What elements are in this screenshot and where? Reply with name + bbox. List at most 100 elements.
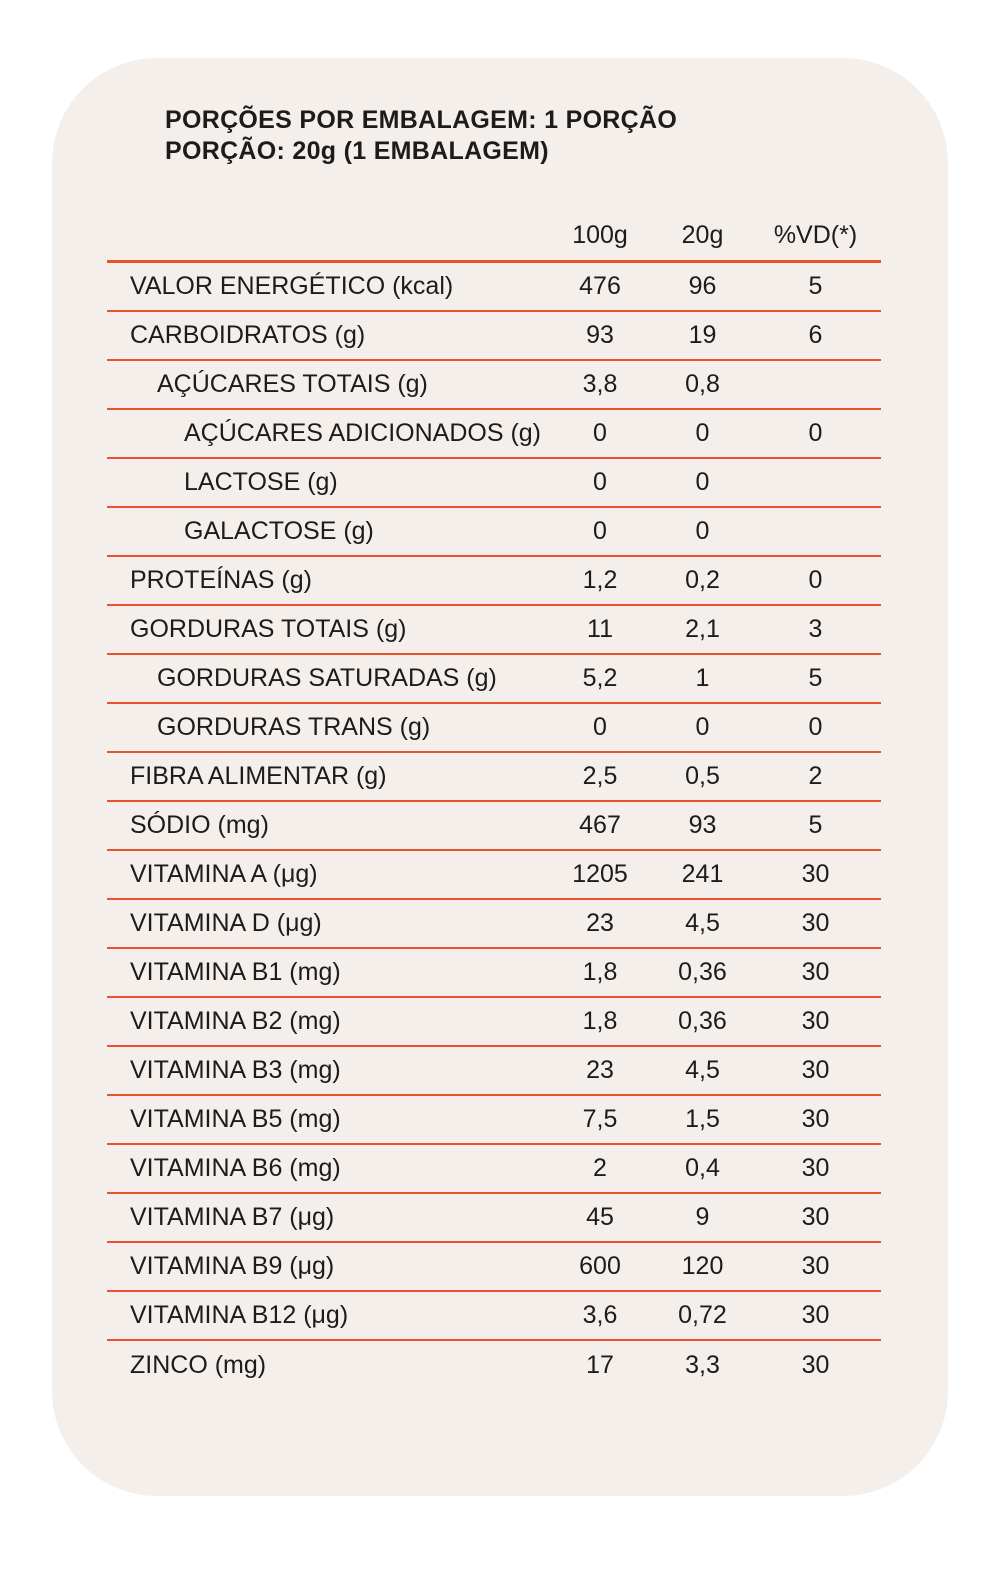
table-row: VITAMINA B6 (mg) 2 0,4 30 <box>107 1145 881 1194</box>
table-row: FIBRA ALIMENTAR (g) 2,5 0,5 2 <box>107 753 881 802</box>
value-per-20g: 2,1 <box>685 615 720 643</box>
nutrient-label: PROTEÍNAS (g) <box>130 566 312 594</box>
value-per-20g: 0,8 <box>685 370 720 398</box>
table-row: GORDURAS TRANS (g) 0 0 0 <box>107 704 881 753</box>
value-percent-dv: 30 <box>801 1351 830 1379</box>
nutrient-label: VITAMINA B12 (μg) <box>130 1301 349 1329</box>
nutrient-label: GALACTOSE (g) <box>184 517 374 545</box>
value-per-20g: 241 <box>681 860 724 888</box>
value-per-20g: 120 <box>681 1252 724 1280</box>
value-per-20g: 19 <box>688 321 717 349</box>
table-row: VALOR ENERGÉTICO (kcal) 476 96 5 <box>107 263 881 312</box>
nutrient-label: VITAMINA B2 (mg) <box>130 1007 341 1035</box>
value-per-100g: 600 <box>579 1252 621 1280</box>
column-header-100g: 100g <box>572 220 628 249</box>
value-percent-dv: 30 <box>801 958 830 986</box>
nutrient-label: VITAMINA B5 (mg) <box>130 1105 341 1133</box>
table-row: ZINCO (mg) 17 3,3 30 <box>107 1341 881 1390</box>
value-per-20g: 0 <box>695 517 710 545</box>
value-per-100g: 23 <box>586 909 614 937</box>
value-per-100g: 0 <box>593 468 607 496</box>
table-row: VITAMINA D (μg) 23 4,5 30 <box>107 900 881 949</box>
table-row: VITAMINA A (μg) 1205 241 30 <box>107 851 881 900</box>
value-percent-dv: 30 <box>801 1154 830 1182</box>
value-per-100g: 0 <box>593 517 607 545</box>
value-percent-dv: 2 <box>808 762 823 790</box>
nutrient-label: AÇÚCARES TOTAIS (g) <box>157 370 428 398</box>
value-per-20g: 0,36 <box>678 958 727 986</box>
value-per-100g: 93 <box>586 321 614 349</box>
value-per-20g: 0 <box>695 713 710 741</box>
value-per-100g: 11 <box>587 615 613 643</box>
value-percent-dv: 5 <box>808 664 823 692</box>
value-per-20g: 9 <box>695 1203 710 1231</box>
value-per-100g: 2,5 <box>582 762 618 790</box>
serving-info: PORÇÕES POR EMBALAGEM: 1 PORÇÃO PORÇÃO: … <box>165 105 677 167</box>
nutrient-label: FIBRA ALIMENTAR (g) <box>130 762 387 790</box>
table-row: PROTEÍNAS (g) 1,2 0,2 0 <box>107 557 881 606</box>
value-per-100g: 1,8 <box>582 1007 618 1035</box>
nutrient-label: SÓDIO (mg) <box>130 811 269 839</box>
nutrition-card: PORÇÕES POR EMBALAGEM: 1 PORÇÃO PORÇÃO: … <box>52 58 948 1496</box>
value-per-20g: 3,3 <box>685 1351 720 1379</box>
value-percent-dv: 30 <box>801 860 830 888</box>
nutrition-table: 100g 20g %VD(*) VALOR ENERGÉTICO (kcal) … <box>107 210 881 1390</box>
table-row: VITAMINA B2 (mg) 1,8 0,36 30 <box>107 998 881 1047</box>
table-header-row: 100g 20g %VD(*) <box>107 210 881 263</box>
table-row: VITAMINA B1 (mg) 1,8 0,36 30 <box>107 949 881 998</box>
value-per-100g: 7,5 <box>582 1105 618 1133</box>
value-per-20g: 0 <box>695 419 710 447</box>
value-per-20g: 4,5 <box>685 909 720 937</box>
value-per-100g: 2 <box>593 1154 607 1182</box>
nutrient-label: LACTOSE (g) <box>184 468 338 496</box>
value-per-100g: 1,2 <box>582 566 618 594</box>
value-per-100g: 476 <box>579 272 621 300</box>
column-header-vd: %VD(*) <box>773 220 858 249</box>
nutrient-label: GORDURAS TRANS (g) <box>157 713 431 741</box>
table-row: LACTOSE (g) 0 0 <box>107 459 881 508</box>
value-per-20g: 0,2 <box>685 566 720 594</box>
table-row: VITAMINA B7 (μg) 45 9 30 <box>107 1194 881 1243</box>
value-percent-dv: 30 <box>801 1105 830 1133</box>
table-row: VITAMINA B12 (μg) 3,6 0,72 30 <box>107 1292 881 1341</box>
value-percent-dv: 30 <box>801 1056 830 1084</box>
value-per-100g: 467 <box>579 811 621 839</box>
value-percent-dv: 0 <box>808 419 823 447</box>
value-percent-dv: 30 <box>801 1203 830 1231</box>
table-row: CARBOIDRATOS (g) 93 19 6 <box>107 312 881 361</box>
table-row: AÇÚCARES TOTAIS (g) 3,8 0,8 <box>107 361 881 410</box>
nutrient-label: VITAMINA B7 (μg) <box>130 1203 335 1231</box>
value-percent-dv: 0 <box>808 713 823 741</box>
value-per-20g: 0 <box>695 468 710 496</box>
table-row: GORDURAS TOTAIS (g) 11 2,1 3 <box>107 606 881 655</box>
value-percent-dv: 5 <box>808 811 823 839</box>
value-per-20g: 93 <box>688 811 717 839</box>
value-per-100g: 3,8 <box>582 370 618 398</box>
value-per-100g: 0 <box>593 713 607 741</box>
table-row: VITAMINA B3 (mg) 23 4,5 30 <box>107 1047 881 1096</box>
column-header-20g: 20g <box>681 220 724 249</box>
value-per-100g: 45 <box>586 1203 614 1231</box>
value-percent-dv: 0 <box>808 566 823 594</box>
value-percent-dv: 6 <box>808 321 823 349</box>
value-percent-dv: 30 <box>801 909 830 937</box>
serving-size-line: PORÇÃO: 20g (1 EMBALAGEM) <box>165 137 549 165</box>
value-percent-dv: 30 <box>801 1252 830 1280</box>
table-row: VITAMINA B9 (μg) 600 120 30 <box>107 1243 881 1292</box>
nutrient-label: VITAMINA B6 (mg) <box>130 1154 341 1182</box>
value-per-100g: 1205 <box>572 860 628 888</box>
nutrient-label: ZINCO (mg) <box>130 1351 267 1379</box>
value-percent-dv: 30 <box>801 1301 830 1329</box>
value-per-20g: 0,4 <box>685 1154 720 1182</box>
nutrient-label: VITAMINA A (μg) <box>130 860 318 888</box>
value-percent-dv: 30 <box>801 1007 830 1035</box>
value-per-100g: 1,8 <box>582 958 618 986</box>
table-row: GORDURAS SATURADAS (g) 5,2 1 5 <box>107 655 881 704</box>
value-per-20g: 0,5 <box>685 762 720 790</box>
table-row: VITAMINA B5 (mg) 7,5 1,5 30 <box>107 1096 881 1145</box>
value-per-100g: 3,6 <box>582 1301 618 1329</box>
value-per-100g: 0 <box>593 419 607 447</box>
value-per-20g: 1,5 <box>685 1105 720 1133</box>
value-percent-dv: 3 <box>808 615 823 643</box>
